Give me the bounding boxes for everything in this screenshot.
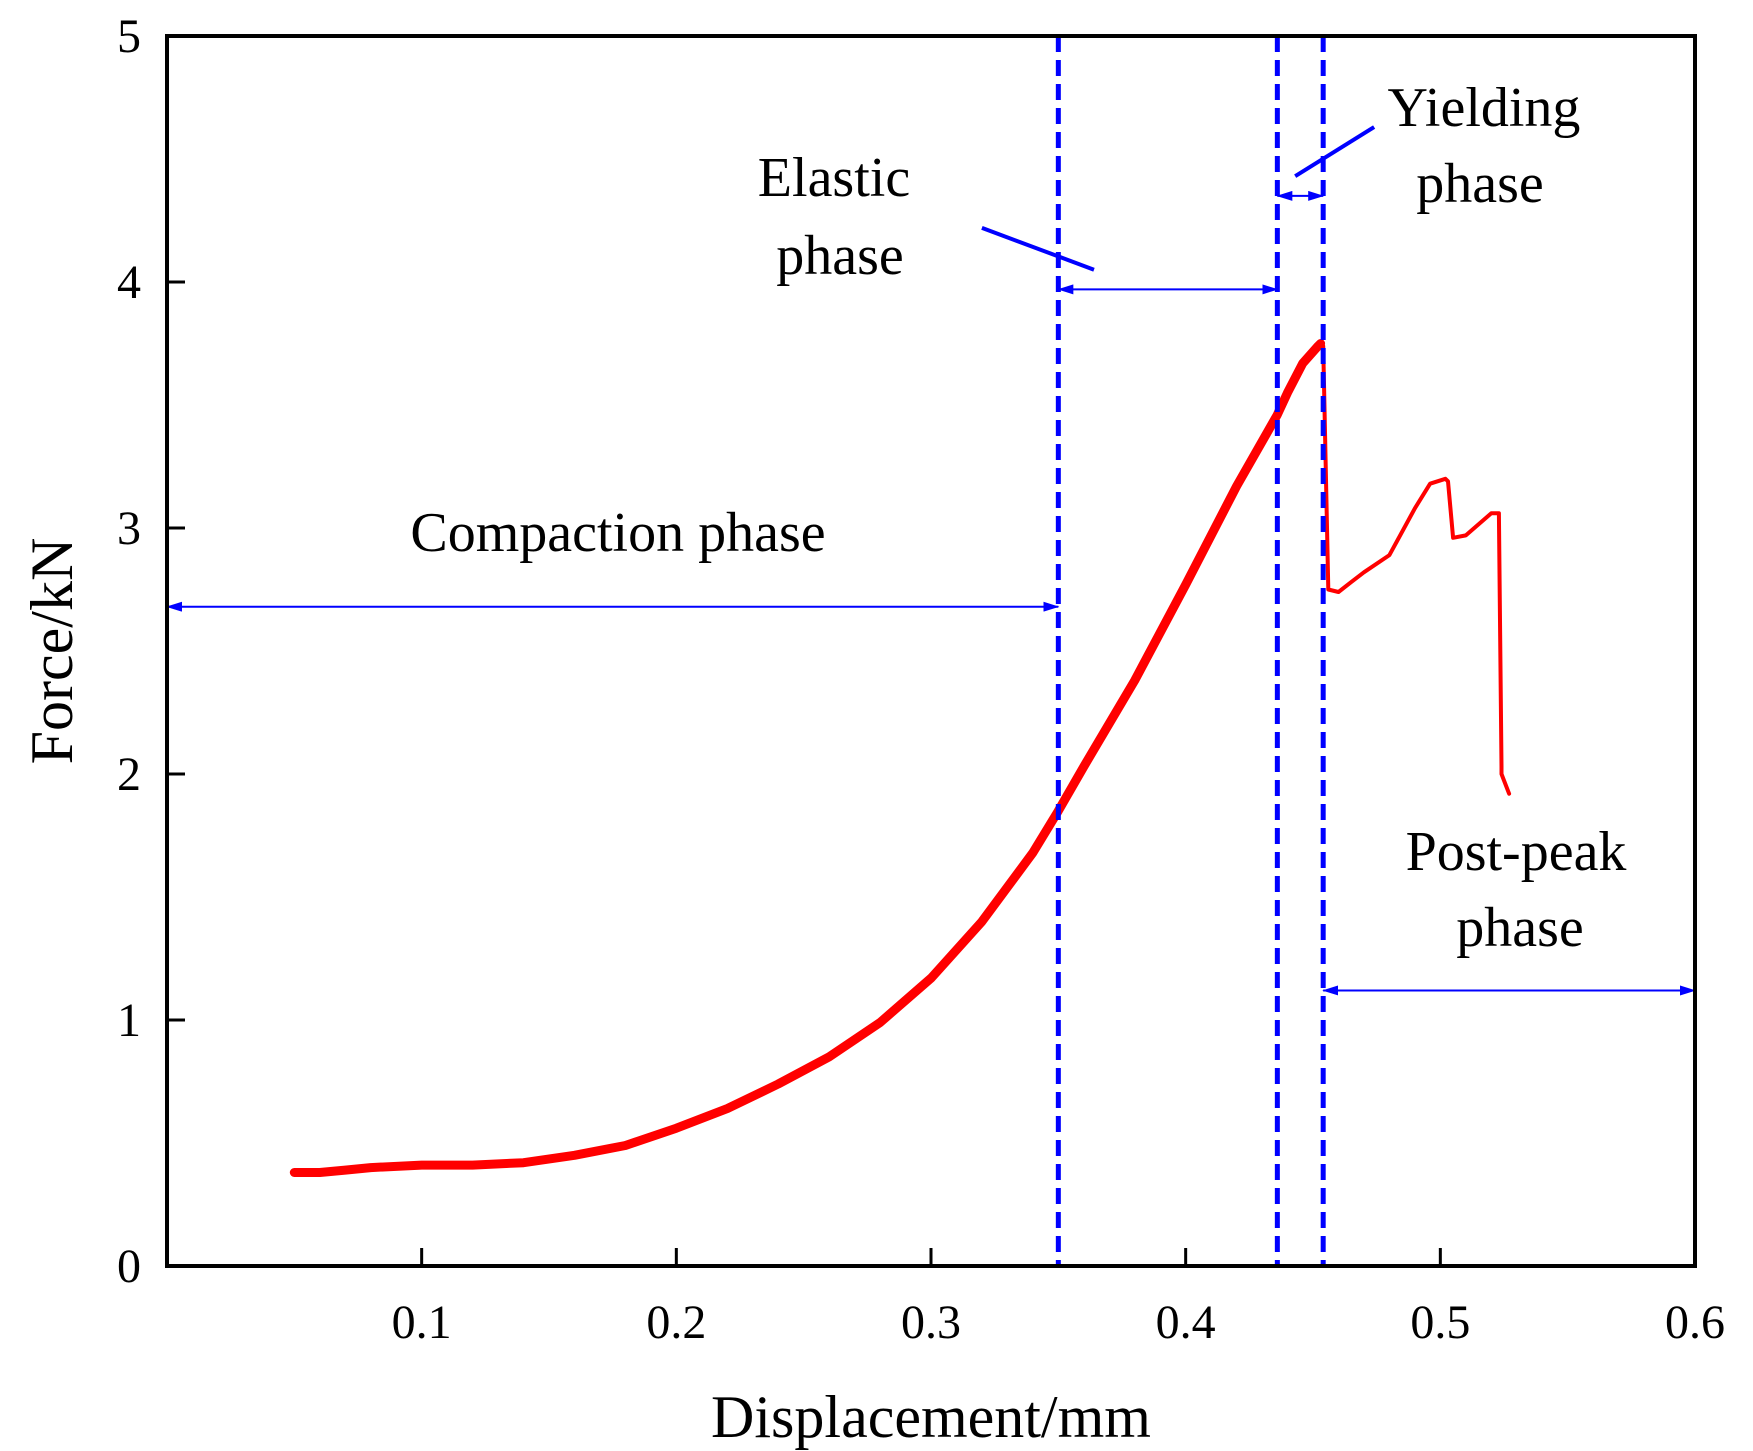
elastic-phase-label: Elastic phase — [758, 147, 910, 287]
y-tick-label: 1 — [117, 994, 141, 1047]
annotation-text: Post-peak — [1406, 821, 1627, 883]
y-tick-label: 5 — [117, 10, 141, 63]
curve-layer — [289, 339, 1512, 1177]
y-tick-label: 0 — [117, 1240, 141, 1293]
compaction-phase-label: Compaction phase — [410, 502, 825, 564]
x-tick-label: 0.5 — [1410, 1296, 1470, 1349]
post-peak-phase-label: Post-peak phase — [1406, 821, 1627, 959]
plot-area-frame — [165, 34, 1697, 1268]
y-tick-label: 3 — [117, 502, 141, 555]
annotation-text: Compaction phase — [410, 502, 825, 564]
yielding-phase-label: Yielding phase — [1388, 77, 1581, 215]
y-axis-label: Force/kN — [19, 538, 85, 765]
force-curve-postpeak — [1318, 341, 1512, 796]
annotation-text: Elastic — [758, 147, 910, 209]
force-curve-prepeak — [289, 339, 1326, 1177]
y-tick-label: 2 — [117, 748, 141, 801]
annotation-text: phase — [1456, 897, 1584, 959]
x-axis-label: Displacement/mm — [711, 1384, 1151, 1450]
annotation-layer — [166, 36, 1696, 1266]
x-tick-label: 0.2 — [646, 1296, 706, 1349]
annotation-text: phase — [776, 225, 904, 287]
y-tick-label: 4 — [117, 256, 141, 309]
annotation-text: Yielding — [1388, 77, 1581, 139]
x-tick-label: 0.1 — [392, 1296, 452, 1349]
annotation-text: phase — [1416, 153, 1544, 215]
x-axis-ticks: 0.1 0.2 0.3 0.4 0.5 0.6 — [392, 1248, 1725, 1349]
y-axis-ticks: 0 1 2 3 4 5 — [117, 10, 185, 1293]
x-tick-label: 0.6 — [1665, 1296, 1725, 1349]
x-tick-label: 0.4 — [1156, 1296, 1216, 1349]
yielding-leader-line — [1294, 125, 1376, 178]
elastic-leader-line — [981, 226, 1095, 272]
x-tick-label: 0.3 — [901, 1296, 961, 1349]
